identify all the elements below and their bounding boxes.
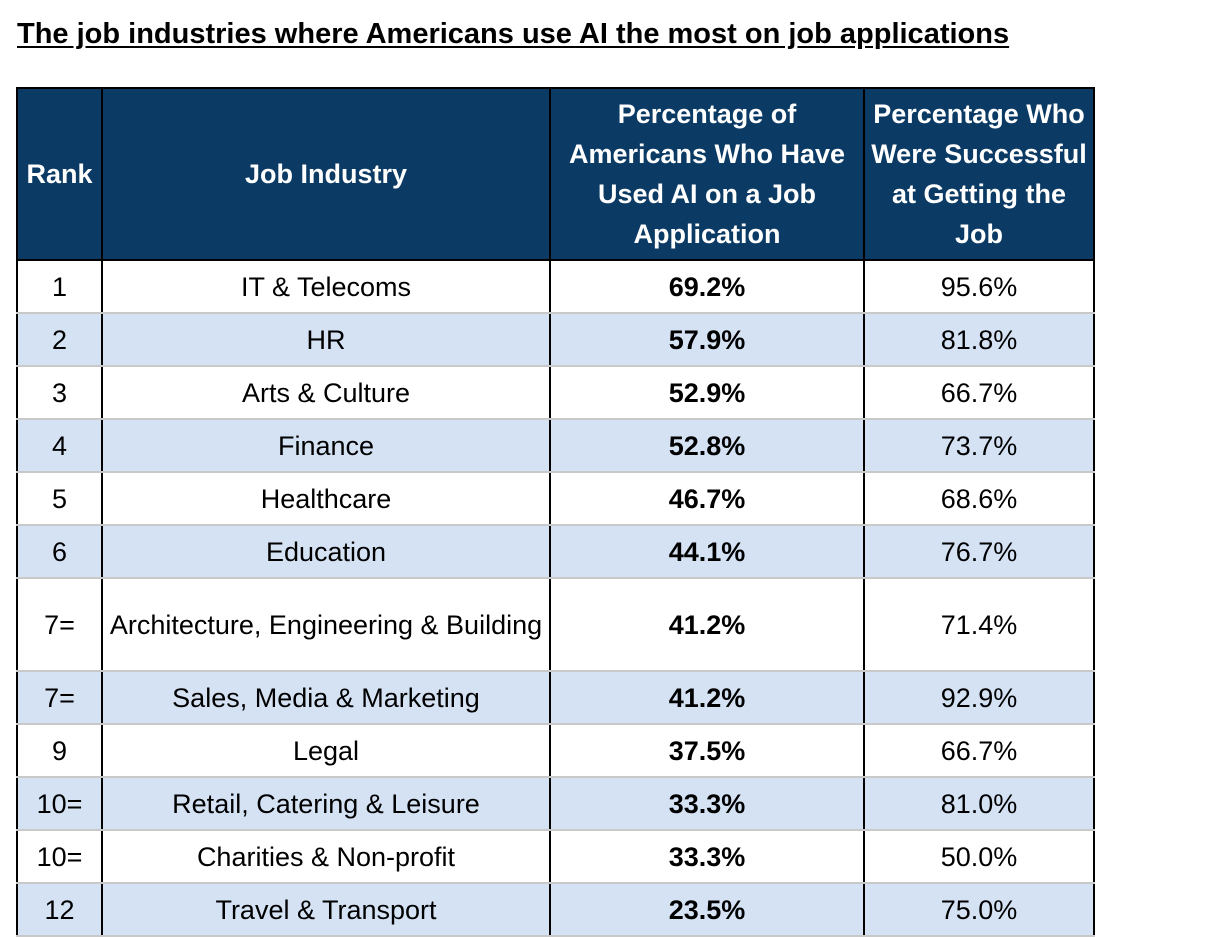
rank-cell: 5 (16, 471, 103, 526)
pct-used-ai-cell: 57.9% (549, 312, 865, 367)
table-row: 2 HR 57.9% 81.8% (16, 312, 1095, 367)
pct-successful-cell: 75.0% (863, 882, 1095, 937)
table-row: 7= Sales, Media & Marketing 41.2% 92.9% (16, 670, 1095, 725)
industry-cell: Healthcare (101, 471, 551, 526)
rank-cell: 3 (16, 365, 103, 420)
pct-used-ai-cell: 33.3% (549, 829, 865, 884)
industry-cell: Retail, Catering & Leisure (101, 776, 551, 831)
pct-used-ai-cell: 46.7% (549, 471, 865, 526)
table-row: 6 Education 44.1% 76.7% (16, 524, 1095, 579)
rank-cell: 10= (16, 829, 103, 884)
industry-cell: Arts & Culture (101, 365, 551, 420)
industry-cell: Travel & Transport (101, 882, 551, 937)
rank-cell: 4 (16, 418, 103, 473)
industry-cell: Legal (101, 723, 551, 778)
industry-cell: Finance (101, 418, 551, 473)
industry-table: Rank Job Industry Percentage of American… (16, 87, 1095, 937)
table-row: 12 Travel & Transport 23.5% 75.0% (16, 882, 1095, 937)
pct-successful-cell: 95.6% (863, 259, 1095, 314)
pct-used-ai-cell: 23.5% (549, 882, 865, 937)
pct-successful-cell: 50.0% (863, 829, 1095, 884)
industry-cell: HR (101, 312, 551, 367)
pct-used-ai-cell: 69.2% (549, 259, 865, 314)
pct-successful-cell: 81.8% (863, 312, 1095, 367)
table-row: 1 IT & Telecoms 69.2% 95.6% (16, 259, 1095, 314)
pct-successful-cell: 66.7% (863, 365, 1095, 420)
rank-cell: 12 (16, 882, 103, 937)
page-title: The job industries where Americans use A… (17, 18, 1010, 50)
table-row: 9 Legal 37.5% 66.7% (16, 723, 1095, 778)
industry-cell: Charities & Non-profit (101, 829, 551, 884)
pct-successful-cell: 81.0% (863, 776, 1095, 831)
column-header-job-industry: Job Industry (101, 87, 551, 261)
column-header-rank: Rank (16, 87, 103, 261)
pct-successful-cell: 92.9% (863, 670, 1095, 725)
pct-successful-cell: 71.4% (863, 577, 1095, 672)
pct-used-ai-cell: 44.1% (549, 524, 865, 579)
rank-cell: 7= (16, 670, 103, 725)
pct-successful-cell: 76.7% (863, 524, 1095, 579)
rank-cell: 6 (16, 524, 103, 579)
column-header-pct-successful: Percentage Who Were Successful at Gettin… (863, 87, 1095, 261)
pct-successful-cell: 66.7% (863, 723, 1095, 778)
pct-used-ai-cell: 41.2% (549, 670, 865, 725)
table-header-row: Rank Job Industry Percentage of American… (16, 87, 1095, 261)
pct-used-ai-cell: 33.3% (549, 776, 865, 831)
pct-used-ai-cell: 41.2% (549, 577, 865, 672)
industry-cell: IT & Telecoms (101, 259, 551, 314)
industry-cell: Sales, Media & Marketing (101, 670, 551, 725)
column-header-pct-used-ai: Percentage of Americans Who Have Used AI… (549, 87, 865, 261)
pct-used-ai-cell: 52.9% (549, 365, 865, 420)
rank-cell: 10= (16, 776, 103, 831)
table-row: 5 Healthcare 46.7% 68.6% (16, 471, 1095, 526)
table-row: 10= Retail, Catering & Leisure 33.3% 81.… (16, 776, 1095, 831)
table-row: 3 Arts & Culture 52.9% 66.7% (16, 365, 1095, 420)
pct-successful-cell: 68.6% (863, 471, 1095, 526)
pct-successful-cell: 73.7% (863, 418, 1095, 473)
rank-cell: 9 (16, 723, 103, 778)
industry-cell: Education (101, 524, 551, 579)
table-row: 7= Architecture, Engineering & Building … (16, 577, 1095, 672)
rank-cell: 7= (16, 577, 103, 672)
industry-cell: Architecture, Engineering & Building (101, 577, 551, 672)
table-row: 10= Charities & Non-profit 33.3% 50.0% (16, 829, 1095, 884)
rank-cell: 1 (16, 259, 103, 314)
pct-used-ai-cell: 37.5% (549, 723, 865, 778)
rank-cell: 2 (16, 312, 103, 367)
pct-used-ai-cell: 52.8% (549, 418, 865, 473)
table-row: 4 Finance 52.8% 73.7% (16, 418, 1095, 473)
